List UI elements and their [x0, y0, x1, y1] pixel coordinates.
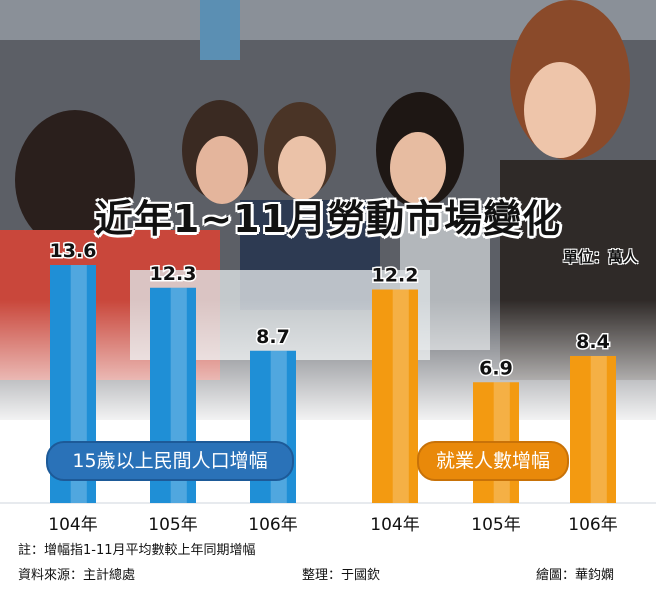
data-label: 12.2	[372, 265, 419, 287]
footnote-source: 資料來源：主計總處	[18, 568, 136, 583]
chart-title: 近年1~11月勞動市場變化	[94, 197, 562, 241]
data-label: 12.3	[150, 263, 197, 285]
category-label: 106年	[248, 515, 297, 535]
bar-employment-2	[570, 356, 616, 503]
data-label: 13.6	[50, 240, 97, 262]
footnote-editor: 整理：于國欽	[302, 568, 381, 583]
bar-employment-0	[372, 289, 418, 503]
category-label: 105年	[471, 515, 520, 535]
footnote-artist: 繪圖：華鈞嫻	[536, 568, 615, 583]
category-label: 105年	[148, 515, 197, 535]
category-label: 106年	[568, 515, 617, 535]
footnote-note: 註：增幅指1-11月平均數較上年同期增幅	[18, 543, 256, 558]
category-label: 104年	[48, 515, 97, 535]
watermark-logo	[524, 531, 632, 553]
data-label: 6.9	[479, 357, 513, 379]
legend-population-growth: 15歲以上民間人口增幅	[46, 441, 294, 481]
unit-label: 單位：萬人	[562, 248, 638, 266]
data-label: 8.4	[576, 331, 610, 353]
legend-employment-growth: 就業人數增幅	[417, 441, 569, 481]
data-label: 8.7	[256, 326, 290, 348]
category-label: 104年	[370, 515, 419, 535]
